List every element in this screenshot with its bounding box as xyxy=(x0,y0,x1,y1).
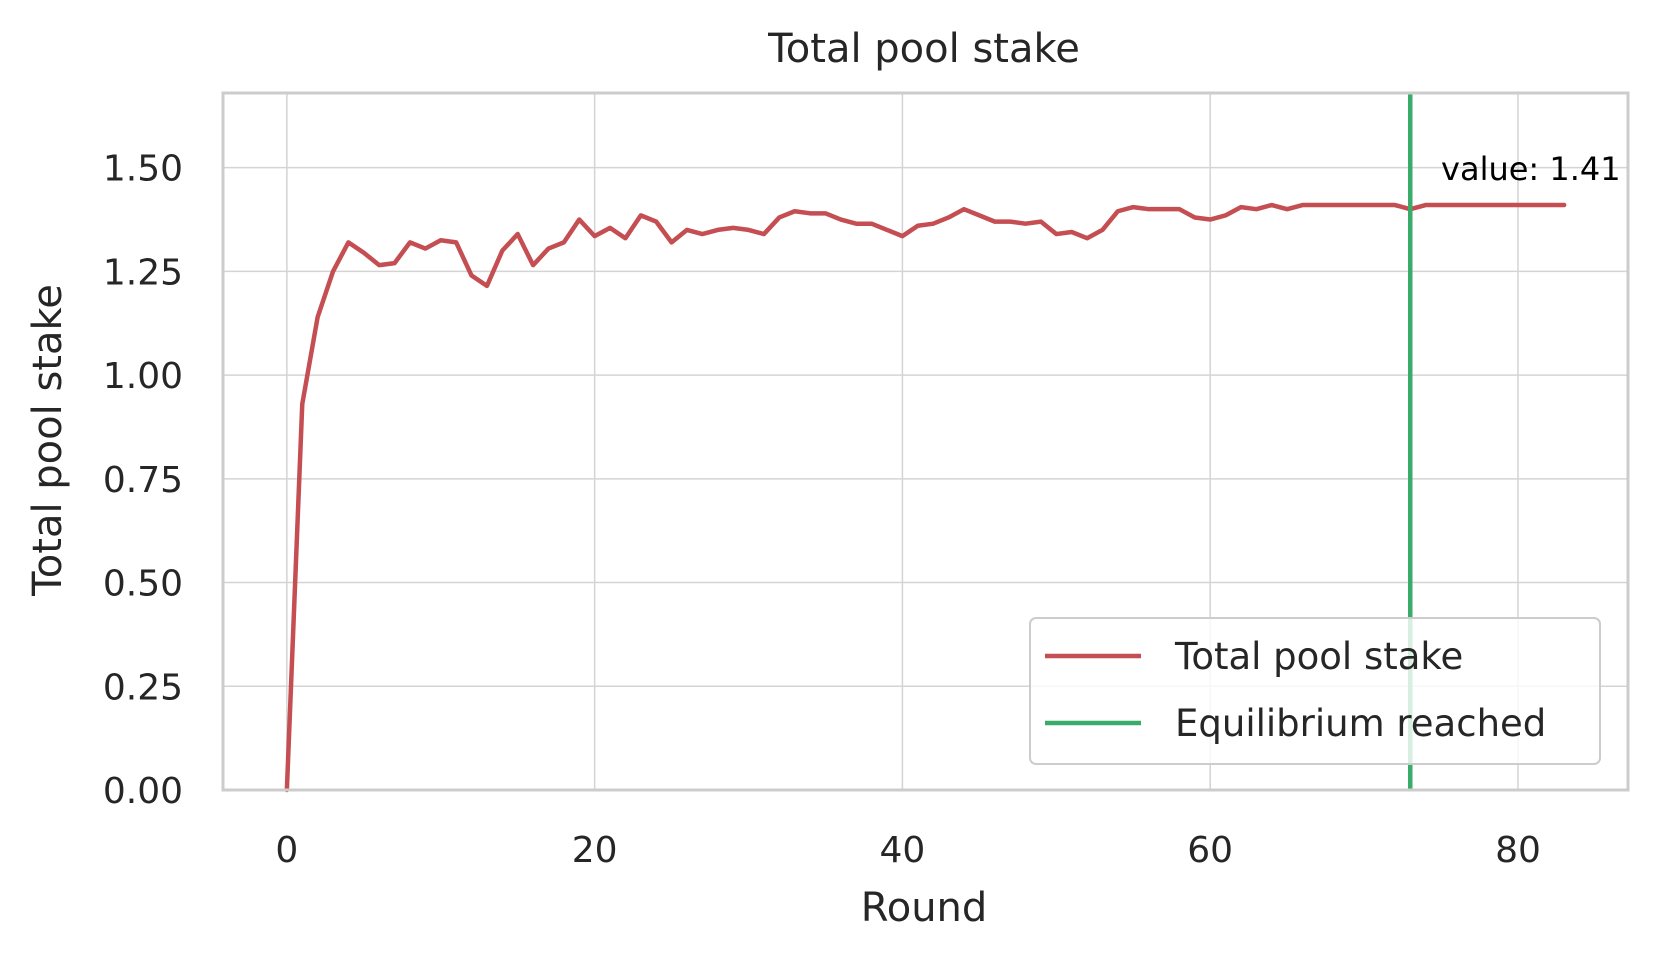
legend-box xyxy=(1029,617,1601,765)
legend-label-total-pool-stake: Total pool stake xyxy=(1174,635,1463,678)
x-tick-label: 20 xyxy=(572,830,618,871)
x-tick-label: 80 xyxy=(1495,830,1541,871)
legend-label-equilibrium-reached: Equilibrium reached xyxy=(1175,702,1546,745)
plot-frame xyxy=(221,91,1630,792)
x-tick-label: 0 xyxy=(275,830,298,871)
y-tick-label: 1.00 xyxy=(103,356,183,397)
x-tick-label: 60 xyxy=(1187,830,1233,871)
tick-layer: 0 20 40 60 80 0.00 0.25 0.50 0.75 1.00 1.25 1.50 xyxy=(103,149,1541,871)
y-tick-label: 1.50 xyxy=(103,149,183,190)
legend: Total pool stake Equilibrium reached xyxy=(1029,617,1601,765)
y-tick-label: 0.75 xyxy=(103,460,183,501)
y-tick-label: 0.00 xyxy=(103,771,183,812)
y-tick-label: 0.50 xyxy=(103,564,183,605)
annotation-value-label: value: 1.41 xyxy=(1441,150,1621,188)
y-tick-label: 1.25 xyxy=(103,252,183,293)
y-axis-title: Total pool stake xyxy=(25,284,71,597)
y-tick-label: 0.25 xyxy=(103,667,183,708)
annotation-layer: value: 1.41 xyxy=(1441,150,1621,188)
chart-title: Total pool stake xyxy=(767,26,1080,72)
x-tick-label: 40 xyxy=(880,830,926,871)
x-axis-title: Round xyxy=(861,885,988,931)
series-line-total-pool-stake xyxy=(284,202,1567,793)
